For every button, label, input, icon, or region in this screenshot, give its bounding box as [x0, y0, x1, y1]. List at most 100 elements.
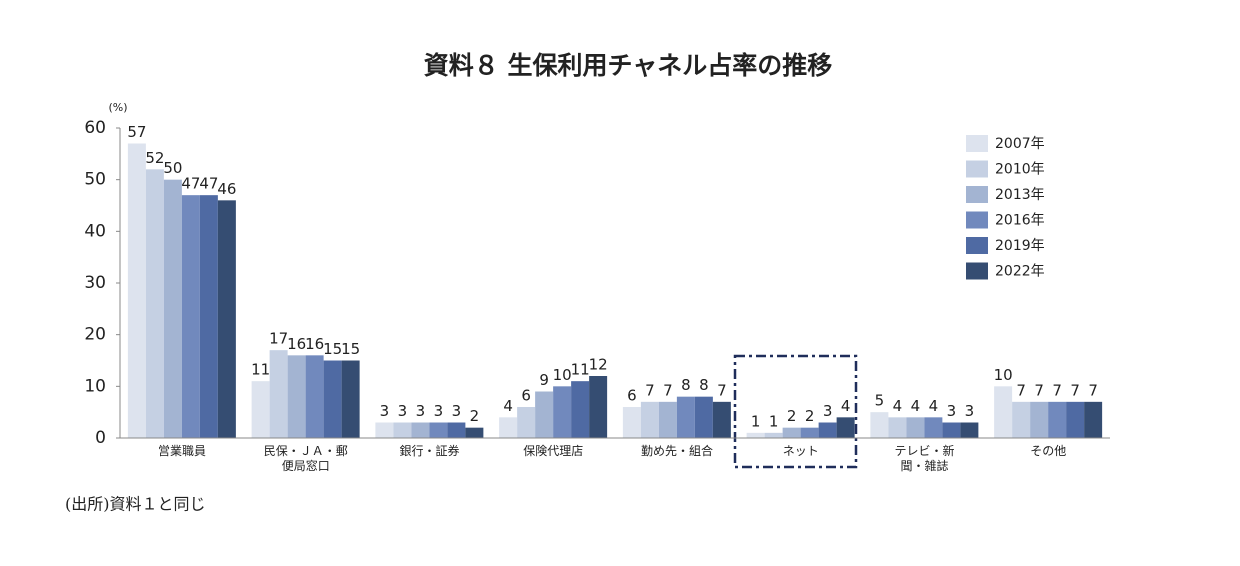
- y-tick-label: 20: [84, 325, 106, 345]
- value-label: 7: [1016, 381, 1026, 399]
- bar: [305, 355, 324, 438]
- bar: [640, 401, 659, 438]
- bar: [429, 422, 448, 438]
- value-label: 17: [269, 330, 288, 348]
- x-tick-label: ネット: [782, 444, 819, 458]
- bar: [960, 422, 979, 438]
- value-label: 6: [521, 387, 531, 405]
- bar: [553, 386, 572, 438]
- bar: [127, 143, 146, 438]
- bar: [517, 407, 536, 438]
- value-label: 4: [893, 397, 903, 415]
- legend-swatch: [966, 211, 988, 229]
- x-tick-label: 保険代理店: [523, 444, 584, 458]
- value-label: 3: [398, 402, 408, 420]
- bar: [818, 422, 837, 438]
- value-label: 2: [787, 407, 797, 425]
- y-tick-label: 30: [84, 273, 106, 293]
- legend-swatch: [966, 160, 988, 178]
- legend-swatch: [966, 237, 988, 254]
- bar: [870, 412, 889, 438]
- value-label: 15: [341, 340, 360, 358]
- bar: [712, 401, 731, 438]
- value-label: 3: [416, 402, 426, 420]
- x-tick-label: 民保・ＪＡ・郵 便局窓口: [263, 444, 348, 473]
- value-label: 4: [841, 397, 851, 415]
- legend-label: 2007年: [995, 136, 1045, 152]
- value-label: 3: [965, 402, 975, 420]
- x-tick-label: その他: [1030, 444, 1067, 458]
- bar: [269, 350, 288, 438]
- bar: [323, 360, 342, 438]
- legend-swatch: [966, 186, 988, 203]
- bar: [411, 422, 430, 438]
- value-label: 1: [751, 412, 761, 430]
- value-label: 16: [305, 335, 324, 353]
- bar: [764, 432, 783, 438]
- value-label: 10: [553, 366, 572, 384]
- value-label: 6: [627, 387, 637, 405]
- bar: [924, 417, 943, 438]
- legend-label: 2019年: [995, 238, 1045, 254]
- value-label: 3: [380, 402, 390, 420]
- y-tick-label: 50: [84, 170, 106, 190]
- value-label: 9: [539, 371, 549, 389]
- value-label: 2: [470, 407, 480, 425]
- bar: [1012, 401, 1031, 438]
- x-tick-label: 銀行・証券: [399, 444, 460, 458]
- y-tick-label: 40: [84, 221, 106, 241]
- y-unit: (%): [108, 101, 127, 114]
- legend-label: 2022年: [995, 264, 1045, 280]
- bar: [1030, 401, 1049, 438]
- bar: [888, 417, 907, 438]
- value-label: 11: [251, 361, 270, 379]
- value-label: 7: [1088, 381, 1098, 399]
- bar: [836, 417, 855, 438]
- value-label: 4: [503, 397, 513, 415]
- bar: [589, 376, 608, 438]
- y-tick-label: 10: [84, 376, 106, 396]
- bar: [341, 360, 360, 438]
- y-tick-label: 60: [84, 118, 106, 138]
- value-label: 7: [645, 381, 655, 399]
- bar: [676, 396, 695, 438]
- value-label: 46: [217, 180, 236, 198]
- value-label: 7: [1070, 381, 1080, 399]
- bar: [1084, 401, 1103, 438]
- bar: [287, 355, 306, 438]
- value-label: 11: [571, 361, 590, 379]
- bar: [994, 386, 1013, 438]
- bar: [251, 381, 270, 438]
- value-label: 47: [181, 175, 200, 193]
- x-tick-label: 営業職員: [157, 444, 206, 458]
- bar: [942, 422, 961, 438]
- bar: [181, 195, 200, 438]
- value-label: 7: [1034, 381, 1044, 399]
- value-label: 8: [699, 376, 709, 394]
- legend-swatch: [966, 135, 988, 152]
- bar: [375, 422, 394, 438]
- y-tick-label: 0: [95, 428, 106, 448]
- legend-swatch: [966, 262, 988, 280]
- bar: [622, 407, 641, 438]
- value-label: 3: [434, 402, 444, 420]
- value-label: 4: [929, 397, 939, 415]
- value-label: 15: [323, 340, 342, 358]
- bar: [658, 401, 677, 438]
- bar: [906, 417, 925, 438]
- x-tick-label: 勤め先・組合: [640, 444, 713, 458]
- bar: [447, 422, 466, 438]
- value-label: 57: [127, 123, 146, 141]
- bar: [571, 381, 590, 438]
- value-label: 2: [805, 407, 815, 425]
- chart-title: 資料８ 生保利用チャネル占率の推移: [424, 51, 832, 80]
- bar: [746, 432, 765, 438]
- value-label: 10: [994, 366, 1013, 384]
- value-label: 16: [287, 335, 306, 353]
- x-tick-label: テレビ・新 聞・雑誌: [894, 444, 955, 473]
- bar: [694, 396, 713, 438]
- bar: [217, 200, 236, 438]
- bar: [535, 391, 554, 438]
- value-label: 3: [452, 402, 462, 420]
